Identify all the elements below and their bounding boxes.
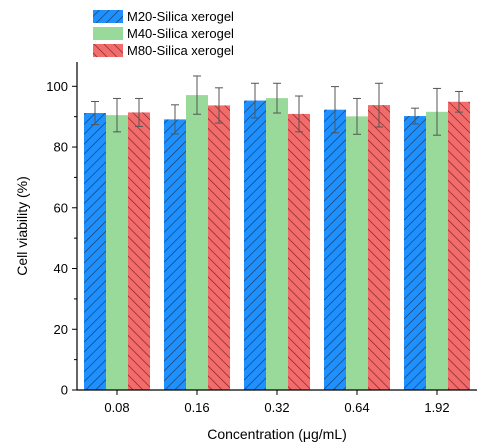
bar-hatch-1-5 (404, 116, 426, 390)
bar-hatch-1-2 (164, 119, 186, 391)
legend-label-3: M80-Silica xerogel (127, 43, 234, 58)
legend-swatch-2 (93, 27, 123, 40)
y-tick-label-0: 0 (61, 383, 68, 398)
bar-hatch-3-5 (448, 101, 470, 390)
bar-2-5 (426, 111, 448, 391)
bars (84, 95, 470, 391)
y-tick-label-60: 60 (54, 200, 68, 215)
bar-hatch-1-1 (84, 113, 106, 391)
legend-swatch-hatch-1 (93, 10, 123, 23)
x-tick-label-1: 0.08 (104, 400, 129, 415)
error-bars (91, 75, 463, 136)
bar-hatch-3-4 (368, 105, 390, 391)
y-tick-label-40: 40 (54, 261, 68, 276)
bar-hatch-3-1 (128, 112, 150, 390)
bar-hatch-3-3 (288, 113, 310, 390)
x-tick-label-4: 0.64 (344, 400, 369, 415)
bar-hatch-1-3 (244, 100, 266, 390)
x-tick-label-3: 0.32 (264, 400, 289, 415)
bar-2-4 (346, 116, 368, 390)
legend-label-1: M20-Silica xerogel (127, 9, 234, 24)
x-tick-label-5: 1.92 (424, 400, 449, 415)
y-axis-label: Cell viability (%) (14, 176, 30, 276)
x-axis-label: Concentration (μg/mL) (207, 426, 347, 442)
y-tick-label-80: 80 (54, 140, 68, 155)
bar-hatch-3-2 (208, 105, 230, 390)
legend-swatch-hatch-3 (93, 44, 123, 57)
bar-2-3 (266, 98, 288, 390)
legend-label-2: M40-Silica xerogel (127, 26, 234, 41)
y-tick-label-100: 100 (46, 79, 68, 94)
bar-2-1 (106, 115, 128, 391)
y-tick-label-20: 20 (54, 322, 68, 337)
bar-hatch-1-4 (324, 109, 346, 390)
bar-2-2 (186, 95, 208, 391)
x-tick-label-2: 0.16 (184, 400, 209, 415)
legend: M20-Silica xerogel M40-Silica xerogel M80-… (93, 9, 234, 58)
axes: 0 20 40 60 80 100 0.08 0.16 0.32 0.64 1.92 (46, 62, 477, 415)
